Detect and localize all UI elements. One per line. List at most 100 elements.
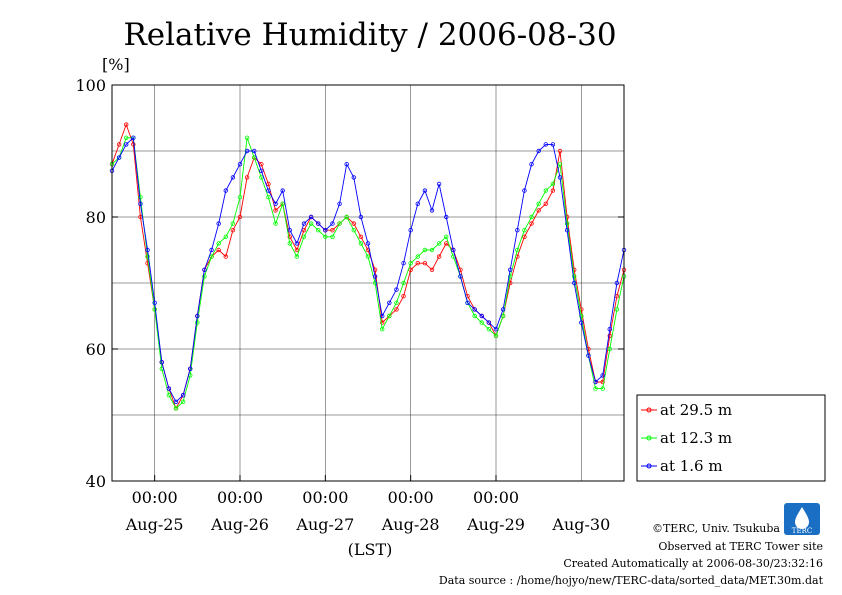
data-point [465,300,470,305]
legend-marker-29-5m [646,407,652,413]
data-point [508,280,513,286]
x-tick-time-label: 00:00 [388,488,434,507]
x-tick-date-label: Aug-27 [295,515,354,534]
data-point [579,320,584,325]
data-point [550,142,556,147]
data-point [408,227,413,233]
data-point [472,307,477,312]
data-point [337,201,342,206]
data-point [564,227,570,233]
terc-logo: TERC [784,503,820,535]
data-point [557,161,563,167]
data-point [209,247,214,253]
data-point [188,366,193,371]
data-point [536,208,541,213]
data-point [308,221,314,226]
terc-logo-text: TERC [792,527,812,535]
data-point [408,261,413,266]
data-point [223,188,228,193]
data-point [536,201,541,206]
data-point [564,221,570,226]
data-point [436,241,442,246]
data-point [166,393,172,398]
data-point [472,313,477,319]
data-point [323,227,328,233]
axis-ticks: 40 60 80 100 00:00 00:00 00:00 00:00 00:00 Aug-25… [75,76,624,534]
y-tick-label: 100 [75,76,106,95]
data-point [536,148,541,154]
data-point [586,353,591,358]
data-point [223,234,228,239]
data-point [422,188,428,193]
data-point [444,214,449,220]
data-point [401,261,406,266]
data-point [116,142,122,147]
data-point [358,241,364,246]
data-point [330,227,335,233]
data-point [614,307,620,312]
data-point [237,194,243,200]
data-point [380,320,385,325]
data-point [600,386,605,391]
data-point [244,135,250,140]
data-point [444,234,449,239]
data-point [529,214,534,220]
y-tick-label: 80 [86,208,106,227]
data-point [387,313,392,319]
data-point [316,221,321,226]
data-point [230,221,236,226]
legend-label-1-6m: at 1.6 m [660,457,723,475]
data-point [216,221,221,226]
data-point [486,320,492,325]
data-point [529,161,534,167]
data-point [124,135,129,140]
data-point [195,320,200,325]
data-point [266,194,271,200]
data-point [237,214,243,220]
data-point [166,386,172,391]
data-point [131,135,136,140]
data-point [273,208,278,213]
data-point [508,267,513,272]
data-point [237,161,243,167]
data-point [522,188,527,193]
data-point [557,175,563,180]
data-point [280,201,285,206]
series-line-1 [111,137,625,410]
data-point [230,175,236,180]
data-point [138,201,143,206]
grid-lines [112,85,624,481]
data-point [223,254,228,259]
data-source-text: Data source : /home/hojyo/new/TERC-data/… [439,574,824,587]
data-point [515,227,520,233]
data-point [273,221,278,226]
data-point [216,241,221,246]
data-point [372,280,378,286]
data-point [273,201,278,206]
data-point [294,247,300,253]
data-point [422,247,428,253]
data-point [344,214,349,220]
data-point [415,254,420,259]
legend-label-12-3m: at 12.3 m [660,429,732,447]
data-point [479,313,484,319]
data-point [301,234,307,239]
chart-title: Relative Humidity / 2006-08-30 [123,17,616,53]
legend: at 29.5 m at 12.3 m at 1.6 m [636,394,826,482]
data-point [458,274,463,279]
data-point [515,247,520,253]
data-point [429,267,435,272]
data-point [550,181,556,187]
data-point [500,307,506,312]
data-point [358,234,364,239]
data-point [266,188,271,193]
data-point [209,254,214,259]
data-point [579,313,584,319]
data-point [607,333,612,338]
x-tick-date-label: Aug-28 [381,515,440,534]
data-point [401,294,406,299]
data-point [572,274,577,279]
data-point [600,379,605,385]
